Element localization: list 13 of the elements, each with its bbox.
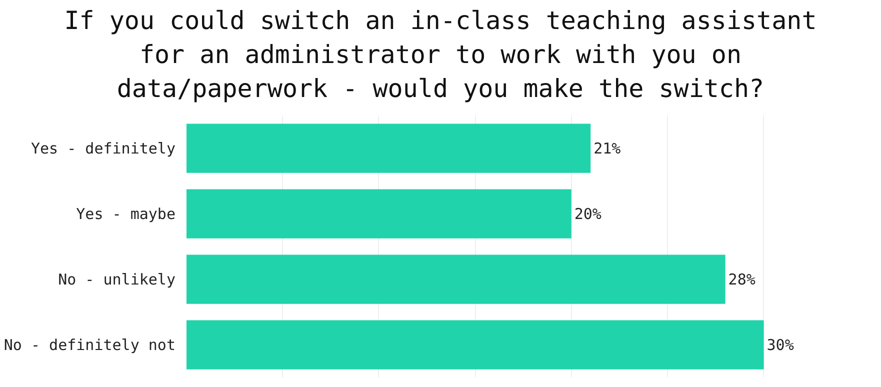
y-tick-label: Yes - definitely [31,139,176,158]
bar [186,124,591,173]
bar [186,254,726,304]
y-tick-label: No - definitely not [4,336,176,354]
bar [186,320,764,370]
bar [186,189,572,238]
data-label: 30% [766,336,794,354]
y-tick-label: Yes - maybe [76,204,176,223]
y-tick-label: No - unlikely [58,270,176,288]
data-label: 21% [594,139,621,158]
chart-title: If you could switch an in-class teaching assistant for an administrator to work with you on data/paperwork - would you make the switch? [64,5,817,105]
data-label: 28% [728,270,756,288]
data-label: 20% [574,204,602,223]
